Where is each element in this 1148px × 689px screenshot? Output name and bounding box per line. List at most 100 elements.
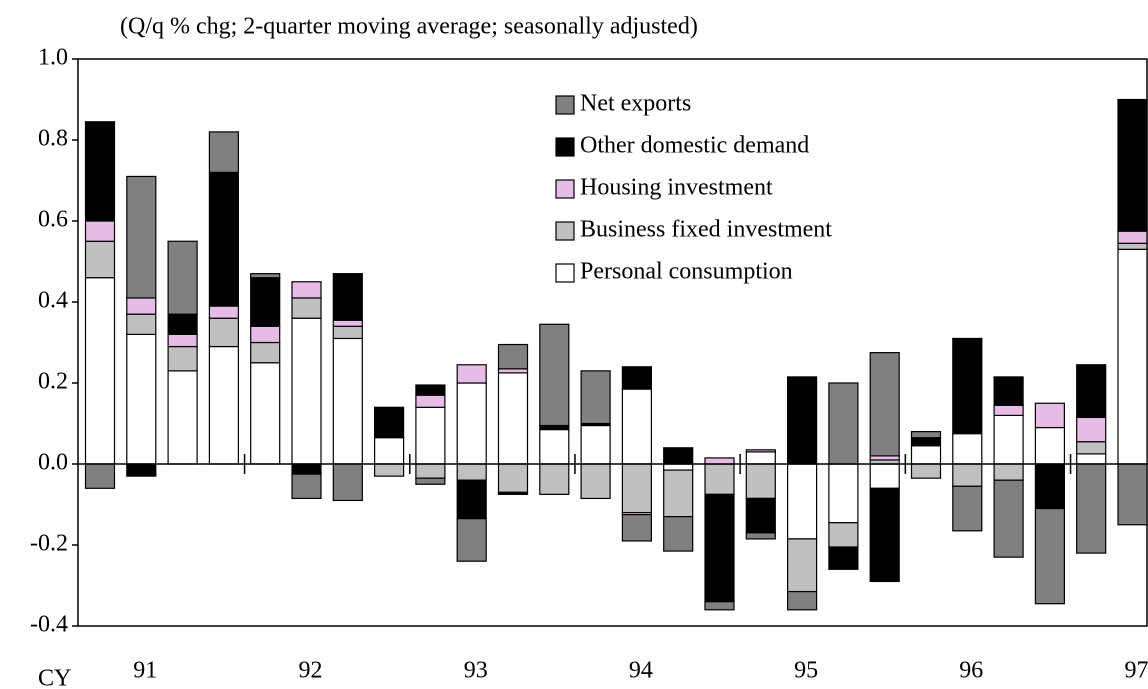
bar-segment: [250, 277, 281, 327]
bar-segment: [539, 323, 570, 427]
bar-segment: [1117, 98, 1148, 232]
bar-segment: [167, 313, 198, 335]
bar-segment: [1076, 416, 1107, 443]
bar-segment: [291, 463, 322, 475]
bar-segment: [993, 479, 1024, 558]
bar-segment: [704, 457, 735, 465]
bar-segment: [663, 447, 694, 465]
bar-segment: [126, 463, 157, 477]
x-tick-label: 97: [1125, 658, 1148, 684]
bar-segment: [126, 313, 157, 335]
bar-segment: [910, 445, 942, 465]
bar-segment: [497, 372, 529, 465]
y-tick-label: 0.0: [38, 450, 68, 476]
bar-segment: [745, 497, 776, 534]
bar-segment: [993, 404, 1024, 416]
bar-segment: [291, 281, 322, 299]
x-tick-label: 96: [959, 658, 983, 684]
bar-segment: [84, 240, 116, 279]
bar-segment: [952, 337, 983, 435]
bar-segment: [910, 431, 942, 439]
y-tick-label: 0.8: [38, 126, 68, 152]
bar-segment: [208, 305, 239, 319]
bar-segment: [621, 388, 653, 465]
legend-label: Business fixed investment: [580, 217, 832, 243]
y-tick-label: 1.0: [38, 45, 68, 71]
bar-segment: [208, 317, 239, 348]
bar-segment: [456, 382, 487, 465]
bar-segment: [580, 463, 611, 500]
y-tick-label: 0.4: [38, 288, 68, 314]
bar-segment: [745, 451, 776, 465]
bar-segment: [1034, 463, 1066, 510]
bar-segment: [415, 406, 446, 465]
bar-segment: [993, 463, 1024, 481]
bar-segment: [1076, 441, 1107, 455]
bar-segment: [415, 463, 446, 479]
bar-segment: [910, 437, 942, 447]
bar-segment: [456, 364, 487, 384]
bar-segment: [84, 220, 116, 242]
bar-segment: [786, 463, 818, 540]
bar-segment: [828, 546, 859, 570]
bar-segment: [621, 463, 653, 514]
legend-label: Net exports: [580, 91, 691, 117]
bar-segment: [208, 345, 239, 465]
x-tick-label: 92: [299, 658, 323, 684]
bar-segment: [167, 370, 198, 465]
bar-segment: [952, 463, 983, 487]
bar-segment: [167, 345, 198, 372]
bar-segment: [580, 370, 611, 425]
bar-segment: [786, 538, 818, 593]
bar-segment: [869, 455, 900, 461]
bar-segment: [539, 463, 570, 495]
bar-segment: [869, 463, 900, 489]
bar-segment: [828, 522, 859, 548]
bar-segment: [952, 485, 983, 532]
bar-segment: [1076, 463, 1107, 554]
bar-segment: [497, 463, 529, 493]
bar-segment: [497, 343, 529, 370]
bar-segment: [415, 477, 446, 485]
x-tick-label: 94: [629, 658, 653, 684]
bar-segment: [1117, 463, 1148, 526]
bar-segment: [332, 463, 363, 502]
bar-segment: [539, 424, 570, 431]
y-tick-label: -0.4: [30, 612, 68, 638]
bar-segment: [786, 590, 818, 611]
bar-segment: [167, 240, 198, 315]
x-axis-label: CY: [38, 666, 71, 689]
bar-segment: [374, 437, 405, 465]
bar-segment: [250, 341, 281, 364]
bar-segment: [1034, 426, 1066, 465]
bar-segment: [993, 414, 1024, 465]
x-tick-label: 93: [464, 658, 488, 684]
bar-segment: [745, 449, 776, 453]
bar-segment: [1034, 507, 1066, 605]
bar-segment: [745, 463, 776, 500]
bar-segment: [250, 362, 281, 465]
legend-swatch: [555, 95, 575, 115]
bar-segment: [704, 493, 735, 603]
bar-segment: [497, 368, 529, 374]
bar-segment: [663, 463, 694, 471]
bar-segment: [1076, 364, 1107, 419]
bar-segment: [993, 376, 1024, 406]
x-tick-label: 95: [794, 658, 818, 684]
legend-swatch: [555, 221, 575, 241]
bar-segment: [828, 382, 859, 465]
bar-segment: [456, 463, 487, 481]
bar-segment: [621, 514, 653, 542]
legend-swatch: [555, 263, 575, 283]
bar-segment: [250, 273, 281, 279]
bar-segment: [580, 424, 611, 465]
bar-segment: [1117, 248, 1148, 465]
bar-segment: [1034, 402, 1066, 429]
bar-segment: [84, 121, 116, 222]
bar-segment: [332, 337, 363, 465]
bar-segment: [291, 473, 322, 500]
bar-segment: [374, 463, 405, 477]
legend-swatch: [555, 137, 575, 157]
bar-segment: [1117, 230, 1148, 244]
bar-segment: [291, 297, 322, 319]
